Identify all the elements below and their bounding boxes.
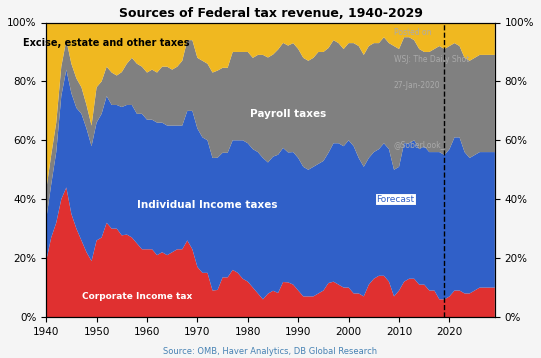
Text: Individual Income taxes: Individual Income taxes: [137, 200, 278, 210]
Text: Source: OMB, Haver Analytics, DB Global Research: Source: OMB, Haver Analytics, DB Global …: [163, 347, 378, 356]
Text: Posted on: Posted on: [394, 28, 431, 37]
Text: Corporate Income tax: Corporate Income tax: [82, 292, 192, 301]
Text: 27-Jan-2020: 27-Jan-2020: [394, 81, 440, 91]
Text: Payroll taxes: Payroll taxes: [250, 109, 326, 119]
Text: WSJ: The Daily Shot: WSJ: The Daily Shot: [394, 55, 469, 64]
Text: @SoberLook_: @SoberLook_: [394, 140, 445, 149]
Text: Excise, estate and other taxes: Excise, estate and other taxes: [23, 38, 190, 48]
Title: Sources of Federal tax revenue, 1940-2029: Sources of Federal tax revenue, 1940-202…: [118, 7, 423, 20]
Text: Forecast: Forecast: [376, 195, 440, 204]
